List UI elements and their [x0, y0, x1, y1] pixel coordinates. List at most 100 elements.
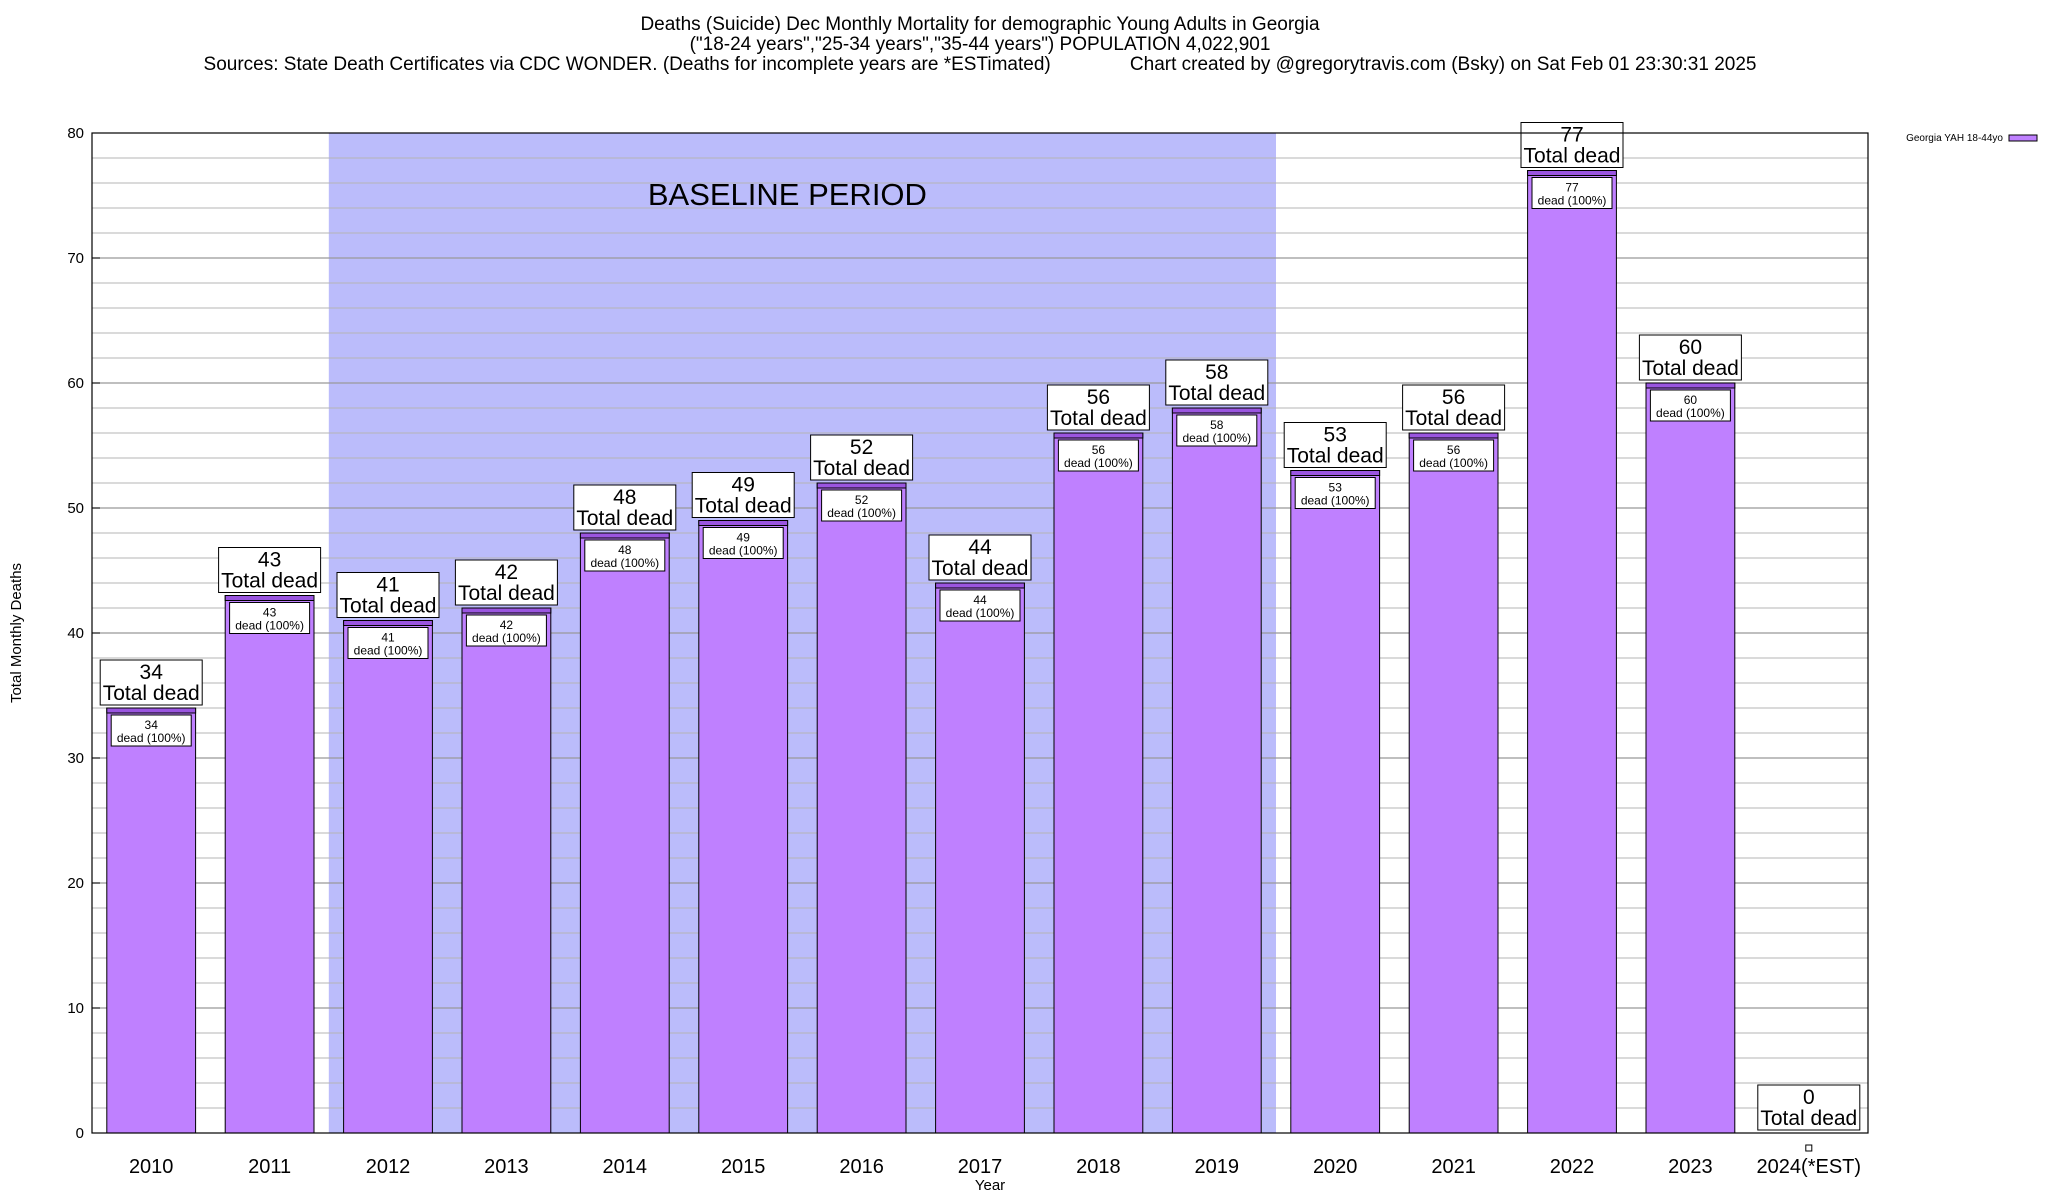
inner-value-label: 34 [145, 718, 159, 732]
bar [1527, 170, 1617, 1134]
inner-label-box [1294, 477, 1376, 509]
chart-sources: Sources: State Death Certificates via CD… [203, 54, 1051, 75]
chart-subtitle: ("18-24 years","25-34 years","35-44 year… [689, 34, 1271, 55]
inner-value-label: 60 [1684, 393, 1698, 407]
inner-value-label: 44 [973, 593, 987, 607]
total-dead-label: Total dead [458, 582, 555, 605]
inner-label-box [1531, 177, 1613, 209]
total-dead-label: Total dead [1642, 357, 1739, 380]
bar [224, 595, 315, 1134]
bar [816, 482, 907, 1134]
total-value-label: 56 [1087, 386, 1110, 409]
bar-cap [224, 595, 315, 601]
inner-percent-label: dead (100%) [1538, 194, 1607, 208]
inner-percent-label: dead (100%) [472, 631, 541, 645]
total-value-label: 0 [1803, 1086, 1815, 1109]
total-dead-label: Total dead [1760, 1107, 1857, 1130]
bar-cap [1408, 432, 1499, 439]
x-tick-label: 2011 [248, 1156, 291, 1178]
total-value-label: 60 [1679, 336, 1702, 359]
inner-label-box [702, 527, 784, 559]
inner-percent-label: dead (100%) [1419, 456, 1488, 470]
bar [935, 582, 1025, 1134]
inner-percent-label: dead (100%) [1301, 494, 1370, 508]
total-dead-label: Total dead [695, 495, 792, 518]
x-tick-label: 2010 [129, 1156, 174, 1178]
total-value-label: 58 [1205, 361, 1228, 384]
inner-label-box [465, 614, 547, 647]
total-value-label: 56 [1442, 386, 1465, 409]
bar-cap [1527, 170, 1617, 176]
inner-value-label: 41 [381, 631, 395, 645]
x-tick-label: 2019 [1195, 1156, 1240, 1178]
total-label-box [691, 472, 795, 518]
inner-label-box [1176, 414, 1258, 447]
total-label-box [1165, 359, 1269, 406]
bar-cap [935, 582, 1025, 589]
bar-cap [1171, 407, 1262, 414]
chart-credit: Chart created by @gregorytravis.com (Bsk… [1129, 54, 1757, 75]
inner-value-label: 77 [1565, 181, 1579, 195]
total-value-label: 48 [613, 486, 636, 509]
inner-value-label: 53 [1329, 481, 1343, 495]
baseline-label: BASELINE PERIOD [648, 177, 927, 212]
total-value-label: 34 [140, 661, 164, 684]
total-value-label: 41 [376, 574, 399, 597]
inner-value-label: 42 [500, 618, 514, 632]
inner-label-box [347, 627, 429, 659]
total-label-box [218, 547, 322, 593]
inner-label-box [939, 589, 1021, 622]
total-dead-label: Total dead [1405, 407, 1502, 430]
total-label-box [928, 534, 1032, 581]
bar-cap [579, 532, 670, 539]
y-tick-label: 40 [67, 625, 84, 642]
inner-percent-label: dead (100%) [354, 644, 423, 658]
x-tick-label: 2023 [1668, 1156, 1713, 1178]
y-tick-label: 70 [67, 250, 84, 267]
bar [1053, 432, 1144, 1134]
axis-layer: 0 10 20 30 40 50 60 70 80 2010 2011 2012 2013 2014 201… [8, 125, 1869, 1194]
inner-value-label: 56 [1092, 443, 1106, 457]
inner-percent-label: dead (100%) [590, 556, 659, 570]
total-label-box [1638, 334, 1742, 381]
inner-label-box [584, 539, 666, 572]
total-label-box [1757, 1084, 1861, 1131]
inner-label-box [229, 602, 311, 634]
bar [106, 707, 197, 1134]
y-tick-label: 60 [67, 375, 84, 392]
inner-value-label: 43 [263, 606, 277, 620]
inner-percent-label: dead (100%) [946, 606, 1015, 620]
total-label-box [1402, 384, 1506, 431]
x-tick-label: 2014 [603, 1156, 648, 1178]
inner-label-box [821, 489, 903, 522]
total-dead-label: Total dead [1168, 382, 1265, 405]
legend-layer: Georgia YAH 18-44yo [1906, 133, 2038, 144]
x-tick-label: 2021 [1431, 1156, 1476, 1178]
y-tick-label: 50 [67, 500, 84, 517]
total-label-box [810, 434, 914, 481]
chart-title: Deaths (Suicide) Dec Monthly Mortality f… [640, 14, 1320, 35]
x-tick-label: 2017 [958, 1156, 1003, 1178]
total-value-label: 49 [732, 474, 755, 497]
legend-swatch [2008, 134, 2038, 142]
x-tick-label: 2018 [1076, 1156, 1121, 1178]
bar-cap [1290, 470, 1381, 476]
x-axis-label: Year [975, 1177, 1005, 1194]
total-dead-label: Total dead [221, 570, 318, 593]
bar-cap [1645, 382, 1736, 389]
y-tick-label: 0 [76, 1125, 84, 1142]
x-tick-label: 2012 [366, 1156, 411, 1178]
zero-marker [1805, 1144, 1813, 1152]
inner-label-box [1057, 439, 1139, 472]
total-label-box [573, 484, 677, 531]
total-value-label: 77 [1560, 124, 1583, 147]
total-label-box [1520, 122, 1624, 168]
bar [698, 520, 789, 1134]
chart-sources-line: Sources: State Death Certificates via CD… [0, 54, 1960, 76]
bar [1171, 407, 1262, 1134]
inner-label-box [110, 714, 192, 747]
y-tick-label: 30 [67, 750, 84, 767]
bar-cap [461, 607, 552, 614]
total-label-box [99, 659, 203, 706]
